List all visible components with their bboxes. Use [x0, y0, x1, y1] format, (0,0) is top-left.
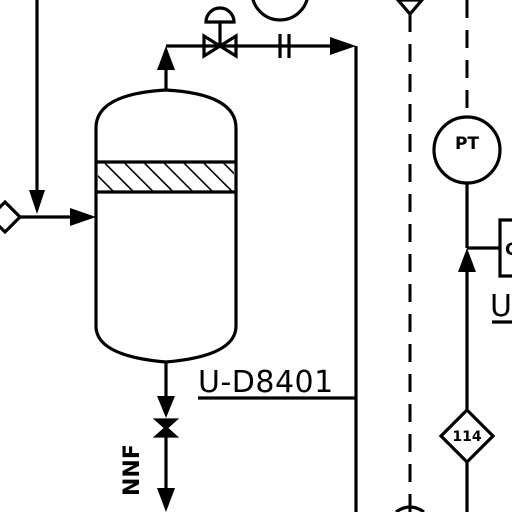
top-outlet-line — [157, 0, 356, 90]
riser-line — [198, 46, 358, 512]
arrow-up-icon — [458, 248, 476, 272]
right-tag-partial: U — [490, 289, 512, 324]
bottom-outlet-line — [152, 362, 180, 512]
line-diamond-partial-icon — [0, 199, 23, 235]
arrow-down-icon — [157, 396, 175, 418]
partial-symbol-icon — [395, 505, 425, 512]
right-box-partial: C — [505, 240, 512, 260]
partial-box-icon — [498, 218, 512, 278]
drain-destination-label: NNF — [120, 444, 145, 496]
triangle-icon — [395, 0, 425, 17]
inlet-line-left — [0, 199, 96, 235]
vessel-tag: U-D8401 — [198, 365, 334, 400]
instrument-loop — [432, 0, 512, 512]
arrow-right-icon — [70, 208, 96, 226]
vessel-u-d8401 — [94, 88, 238, 364]
line-diamond-label: 114 — [452, 429, 481, 445]
valve-actuator-icon — [204, 6, 236, 24]
arrow-up-icon — [157, 46, 175, 70]
control-valve-icon — [202, 33, 238, 59]
instrument-bubble-label: PT — [455, 134, 479, 154]
signal-line-dashed — [395, 0, 425, 512]
arrow-right-icon — [330, 37, 356, 55]
arrow-down-icon — [157, 488, 175, 512]
packing-bed — [98, 162, 234, 192]
inlet-line-top — [29, 0, 45, 214]
arrow-down-icon — [29, 190, 45, 214]
instrument-bubble-partial-icon — [251, 0, 309, 22]
